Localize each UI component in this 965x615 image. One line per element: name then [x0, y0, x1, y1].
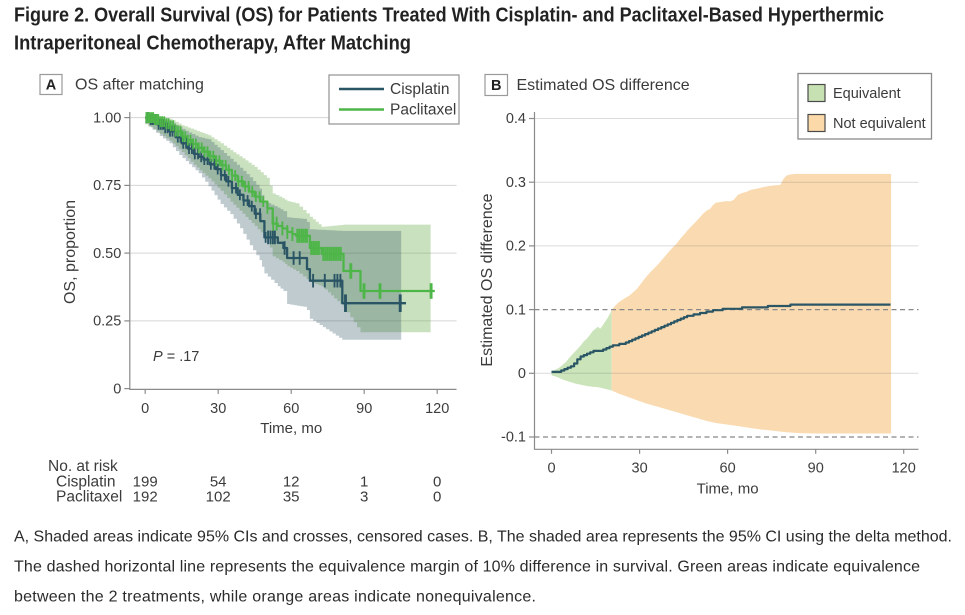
svg-text:0: 0	[433, 474, 441, 491]
svg-text:0.2: 0.2	[506, 239, 526, 255]
svg-text:The dashed horizontal line rep: The dashed horizontal line represents th…	[14, 559, 920, 576]
svg-text:0.3: 0.3	[506, 175, 526, 191]
svg-text:A: A	[46, 78, 57, 94]
svg-text:0: 0	[141, 401, 149, 417]
svg-text:199: 199	[133, 474, 158, 491]
svg-text:Not equivalent: Not equivalent	[833, 116, 926, 132]
svg-text:Estimated OS difference: Estimated OS difference	[479, 193, 496, 366]
svg-text:0.1: 0.1	[506, 302, 526, 318]
svg-text:90: 90	[356, 401, 372, 417]
svg-text:Time, mo: Time, mo	[260, 420, 322, 437]
svg-text:3: 3	[360, 489, 368, 506]
svg-text:No. at risk: No. at risk	[48, 458, 118, 475]
svg-text:1: 1	[360, 474, 368, 491]
svg-text:0.25: 0.25	[93, 314, 121, 330]
svg-text:Cisplatin: Cisplatin	[390, 81, 449, 98]
svg-text:120: 120	[425, 401, 449, 417]
svg-text:Intraperitoneal Chemotherapy,: Intraperitoneal Chemotherapy, After Matc…	[14, 32, 411, 54]
svg-text:12: 12	[283, 474, 300, 491]
svg-text:60: 60	[283, 401, 299, 417]
svg-text:1.00: 1.00	[93, 110, 121, 126]
svg-text:120: 120	[892, 461, 916, 477]
svg-text:90: 90	[808, 461, 824, 477]
svg-text:Cisplatin: Cisplatin	[56, 474, 115, 491]
svg-text:P = .17: P = .17	[153, 349, 199, 365]
svg-text:192: 192	[133, 489, 158, 506]
svg-text:60: 60	[720, 461, 736, 477]
svg-text:0: 0	[518, 366, 526, 382]
svg-text:Equivalent: Equivalent	[833, 86, 901, 102]
svg-text:35: 35	[283, 489, 300, 506]
svg-text:Time, mo: Time, mo	[697, 481, 759, 498]
svg-text:Estimated OS difference: Estimated OS difference	[517, 77, 690, 94]
svg-text:0: 0	[113, 381, 121, 397]
svg-text:A, Shaded areas indicate 95% C: A, Shaded areas indicate 95% CIs and cro…	[14, 529, 952, 546]
svg-text:0: 0	[547, 461, 555, 477]
svg-text:0: 0	[433, 489, 441, 506]
svg-text:0.4: 0.4	[506, 111, 526, 127]
svg-text:30: 30	[210, 401, 226, 417]
svg-text:0.50: 0.50	[93, 246, 121, 262]
svg-text:54: 54	[210, 474, 227, 491]
svg-text:Paclitaxel: Paclitaxel	[390, 102, 456, 119]
svg-text:-0.1: -0.1	[501, 430, 526, 446]
svg-text:30: 30	[632, 461, 648, 477]
svg-text:102: 102	[206, 489, 231, 506]
svg-text:B: B	[491, 78, 501, 94]
svg-text:OS, proportion: OS, proportion	[62, 200, 79, 304]
svg-text:Figure 2. Overall Survival (: Figure 2. Overall Survival (OS) for Pati…	[14, 5, 884, 27]
svg-text:between the 2 treatments, whil: between the 2 treatments, while orange a…	[14, 589, 536, 606]
svg-text:Paclitaxel: Paclitaxel	[56, 489, 122, 506]
svg-text:OS after matching: OS after matching	[75, 77, 204, 94]
svg-text:0.75: 0.75	[93, 178, 121, 194]
